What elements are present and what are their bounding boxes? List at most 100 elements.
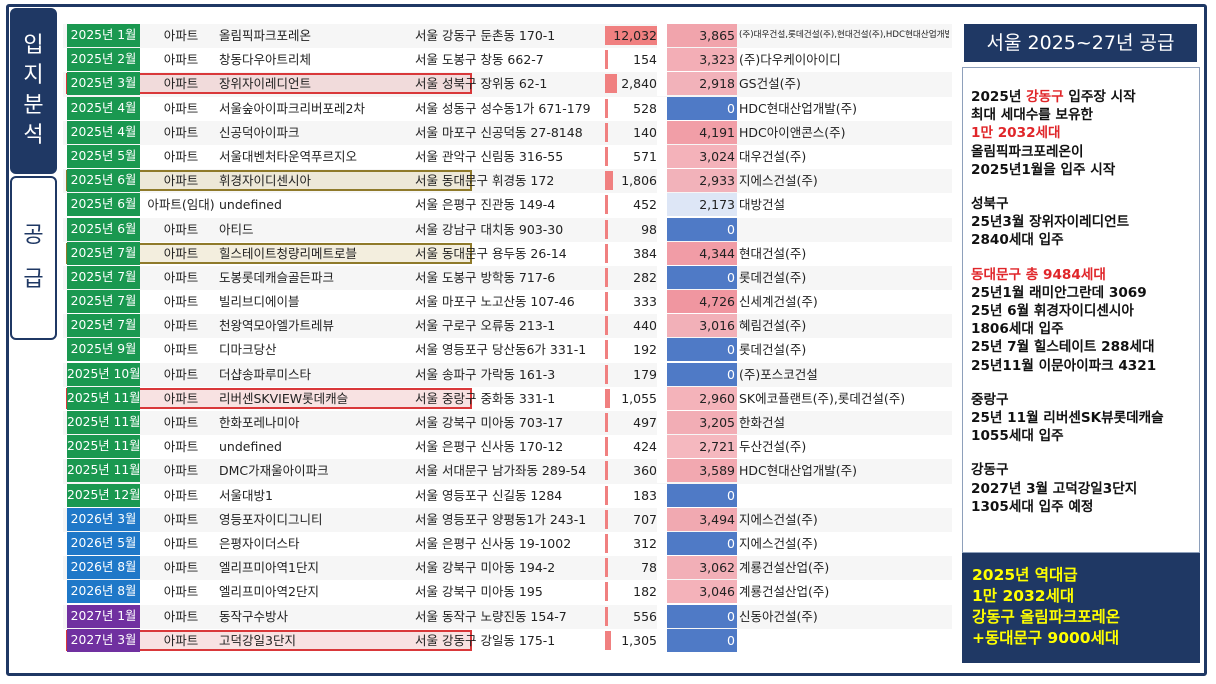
move-in-date-cell: 2025년 9월 [67, 338, 140, 362]
units-bar [605, 413, 608, 432]
complex-name-cell: 서울숲아이파크리버포레2차 [219, 100, 365, 116]
difference-cell: 0 [667, 96, 737, 120]
address-cell: 서울 동작구 노량진동 154-7 [415, 608, 567, 624]
difference-cell: 3,865 [667, 24, 737, 47]
complex-name-cell: 창동다우아트리체 [219, 52, 312, 68]
table-row: 2027년 3월 아파트 고덕강일3단지 서울 강동구 강일동 175-1 1,305 0 [63, 628, 952, 653]
units-cell: 182 [605, 580, 660, 603]
complex-name-cell: DMC가재울아이파크 [219, 463, 329, 479]
units-value: 1,055 [621, 390, 657, 406]
difference-cell: 3,323 [667, 48, 737, 72]
units-bar [605, 388, 610, 408]
address-cell: 서울 도봉구 창동 662-7 [415, 52, 544, 68]
supply-table: 2025년 1월 아파트 올림픽파크포레온 서울 강동구 둔촌동 170-1 12,03… [63, 24, 952, 653]
column-gap [657, 411, 667, 435]
address-cell: 서울 송파구 가락동 161-3 [415, 366, 556, 382]
note-line: 2027년 3월 고덕강일3단지 [971, 480, 1138, 497]
units-bar [605, 437, 608, 457]
tab-char: 지 [23, 63, 44, 88]
move-in-date-cell: 2025년 12월 [67, 483, 140, 507]
note-highlight: 1만 2032세대 [971, 125, 1061, 142]
complex-name-cell: 빌리브디에이블 [219, 294, 300, 310]
builder-cell: 혜림건설(주) [739, 318, 807, 334]
address-cell: 서울 강동구 강일동 175-1 [415, 632, 556, 648]
complex-name-cell: undefined [219, 197, 282, 213]
tab-supply[interactable]: 공 급 [10, 176, 57, 340]
units-value: 424 [633, 439, 657, 455]
units-cell: 183 [605, 484, 660, 507]
difference-cell: 4,344 [667, 241, 737, 265]
units-bar [605, 146, 608, 166]
column-gap [657, 24, 667, 48]
column-gap [657, 193, 667, 218]
address-cell: 서울 동대문구 휘경동 172 [415, 173, 555, 189]
move-in-date-cell: 2025년 3월 [67, 72, 140, 96]
difference-cell: 2,173 [667, 193, 737, 217]
difference-cell: 4,726 [667, 290, 737, 314]
table-row: 2025년 11월 아파트 리버센SKVIEW롯데캐슬 서울 중랑구 중화동 331-… [63, 386, 952, 411]
move-in-date-cell: 2025년 2월 [67, 48, 140, 72]
tab-char: 분 [23, 93, 44, 118]
column-gap [657, 217, 667, 242]
tab-location-analysis[interactable]: 입 지 분 석 [10, 8, 57, 174]
note-line: 강동구 [971, 462, 1009, 479]
units-cell: 571 [605, 145, 660, 168]
difference-cell: 0 [667, 628, 737, 652]
column-gap [657, 120, 667, 145]
difference-cell: 3,205 [667, 411, 737, 434]
difference-cell: 4,191 [667, 120, 737, 144]
housing-type-cell: 아파트 [163, 318, 199, 334]
units-value: 556 [633, 608, 657, 624]
move-in-date-cell: 2027년 1월 [67, 604, 140, 628]
table-row: 2025년 6월 아파트(임대) undefined 서울 은평구 진관동 149-4… [63, 193, 952, 218]
units-bar [605, 267, 608, 287]
column-gap [657, 241, 667, 266]
units-bar [605, 606, 608, 626]
builder-cell: 롯데건설(주) [739, 342, 807, 358]
builder-cell: HDC현대산업개발(주) [739, 463, 858, 479]
column-gap [657, 144, 667, 169]
units-cell: 140 [605, 121, 660, 144]
units-cell: 440 [605, 314, 660, 337]
builder-cell: 한화건설 [739, 415, 786, 430]
builder-cell: 계룡건설산업(주) [739, 584, 830, 600]
table-row: 2025년 7월 아파트 도봉롯데캐슬골든파크 서울 도봉구 방학동 717-6 282… [63, 265, 952, 291]
table-row: 2025년 2월 아파트 창동다우아트리체 서울 도봉구 창동 662-7 154 3,3… [63, 48, 952, 73]
complex-name-cell: 더샵송파루미스타 [219, 366, 312, 382]
move-in-date-cell: 2027년 3월 [67, 628, 140, 652]
table-row: 2025년 6월 아파트 휘경자이디센시아 서울 동대문구 휘경동 172 1,806 2… [63, 169, 952, 194]
move-in-date-cell: 2026년 3월 [67, 507, 140, 531]
complex-name-cell: 아티드 [219, 221, 254, 237]
table-row: 2025년 1월 아파트 올림픽파크포레온 서울 강동구 둔촌동 170-1 12,03… [63, 24, 952, 49]
builder-cell: 신동아건설(주) [739, 608, 818, 624]
column-gap [657, 483, 667, 508]
move-in-date-cell: 2025년 7월 [67, 314, 140, 338]
move-in-date-cell: 2025년 11월 [67, 435, 140, 459]
table-row: 2025년 4월 아파트 서울숲아이파크리버포레2차 서울 성동구 성수동1가 671… [63, 96, 952, 121]
note-text: 2025년 [971, 89, 1027, 105]
note-line: 2025년 강동구 입주장 시작 [971, 88, 1197, 106]
difference-cell: 3,494 [667, 507, 737, 531]
difference-cell: 0 [667, 362, 737, 386]
difference-cell: 0 [667, 604, 737, 628]
builder-cell: SK에코플랜트(주),롯데건설(주) [739, 390, 906, 406]
builder-cell: 신세계건설(주) [739, 294, 818, 310]
units-value: 571 [633, 148, 657, 164]
complex-name-cell: 한화포레나미아 [219, 415, 300, 430]
table-row: 2026년 8월 아파트 엘리프미아역1단지 서울 강북구 미아동 194-2 78 3,… [63, 556, 952, 581]
table-row: 2026년 5월 아파트 은평자이더스타 서울 은평구 신사동 19-1002 312 0… [63, 531, 952, 556]
units-bar [605, 243, 608, 263]
units-cell: 2,840 [605, 72, 660, 95]
housing-type-cell: 아파트 [163, 245, 199, 261]
units-cell: 707 [605, 508, 660, 531]
units-cell: 452 [605, 193, 660, 216]
tab-char: 입 [23, 33, 44, 58]
units-cell: 312 [605, 532, 660, 555]
housing-type-cell: 아파트 [163, 439, 199, 455]
address-cell: 서울 강북구 미아동 703-17 [415, 415, 564, 430]
note-line: 성북구 [971, 196, 1009, 213]
difference-cell: 2,918 [667, 72, 737, 96]
housing-type-cell: 아파트 [163, 584, 199, 600]
housing-type-cell: 아파트 [163, 487, 199, 503]
table-row: 2025년 4월 아파트 신공덕아이파크 서울 마포구 신공덕동 27-8148 140… [63, 120, 952, 145]
